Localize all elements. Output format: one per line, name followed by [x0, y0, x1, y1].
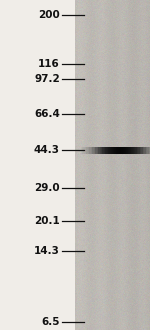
Text: 116: 116: [38, 59, 60, 69]
Text: 44.3: 44.3: [34, 145, 60, 155]
Text: 20.1: 20.1: [34, 215, 60, 226]
Text: 6.5: 6.5: [42, 317, 60, 327]
Text: 97.2: 97.2: [34, 75, 60, 84]
Text: 29.0: 29.0: [34, 183, 60, 193]
Bar: [0, 0, 75, 330]
Text: 14.3: 14.3: [34, 246, 60, 256]
Text: 66.4: 66.4: [34, 109, 60, 118]
Text: 200: 200: [38, 10, 60, 20]
